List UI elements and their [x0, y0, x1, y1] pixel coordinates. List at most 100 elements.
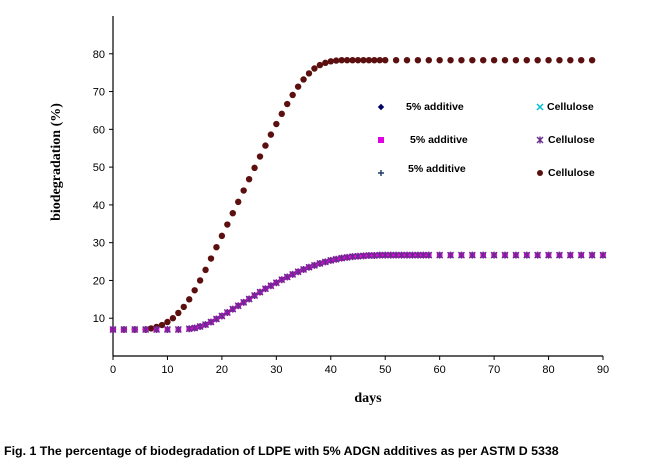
data-series — [109, 57, 607, 334]
legend-item: 5% additive — [377, 101, 464, 113]
data-point — [599, 251, 607, 259]
data-point — [387, 251, 395, 259]
data-point — [545, 57, 552, 64]
data-point — [224, 221, 231, 228]
data-point — [300, 265, 308, 273]
legend-marker-diamond — [377, 103, 385, 111]
data-point — [403, 57, 411, 64]
legend-item: 5% additive — [378, 163, 466, 176]
legend-label: Cellulose — [548, 134, 595, 146]
legend-marker-x — [536, 103, 544, 111]
legend-marker-circle — [537, 170, 543, 176]
data-point — [153, 326, 161, 334]
data-point — [305, 263, 313, 271]
y-tick-label: 20 — [93, 275, 105, 287]
data-point — [147, 325, 155, 332]
data-point — [555, 251, 563, 259]
data-point — [185, 325, 193, 333]
data-point — [490, 251, 498, 259]
data-point — [468, 251, 476, 259]
data-point — [212, 315, 220, 323]
data-point — [316, 259, 324, 267]
data-point — [332, 255, 340, 263]
data-point — [534, 251, 542, 259]
data-point — [447, 57, 454, 64]
data-point — [425, 251, 433, 259]
data-point — [354, 57, 362, 64]
data-point — [240, 298, 248, 306]
data-point — [218, 312, 226, 320]
legend-label: 5% additive — [410, 134, 468, 146]
data-point — [311, 65, 318, 72]
legend-item: 5% additive — [378, 134, 468, 146]
legend-marker-square — [378, 137, 384, 143]
data-point — [338, 57, 345, 64]
data-point — [408, 251, 416, 259]
x-axis-title: days — [354, 391, 382, 406]
y-tick-label: 70 — [93, 87, 105, 99]
data-point — [169, 315, 177, 322]
data-point — [436, 57, 443, 64]
data-point — [202, 321, 210, 329]
data-point — [300, 76, 307, 83]
data-point — [289, 91, 296, 99]
data-point — [469, 57, 476, 64]
data-point — [218, 232, 226, 240]
data-point — [191, 324, 199, 332]
data-point — [294, 83, 302, 90]
x-tick-label: 90 — [597, 364, 609, 376]
data-point — [267, 131, 275, 138]
x-tick-label: 30 — [270, 364, 282, 376]
x-tick-label: 0 — [110, 364, 116, 376]
data-point — [425, 57, 432, 64]
legend-label: 5% additive — [406, 101, 464, 113]
figure-caption: Fig. 1 The percentage of biodegradation … — [4, 444, 559, 458]
data-point — [272, 279, 280, 287]
legend-item: Cellulose — [536, 101, 594, 113]
series-0-circle — [109, 57, 596, 333]
data-point — [343, 57, 351, 64]
data-point — [256, 153, 264, 160]
data-point — [447, 251, 455, 259]
data-point — [164, 318, 171, 326]
data-point — [327, 58, 334, 65]
legend-label: Cellulose — [547, 101, 594, 113]
data-point — [523, 57, 530, 64]
x-tick-label: 70 — [488, 364, 500, 376]
data-point — [245, 176, 253, 183]
series-1-square — [110, 252, 606, 333]
data-point — [251, 164, 258, 172]
data-point — [142, 326, 150, 334]
data-point — [436, 251, 444, 259]
data-point — [316, 61, 324, 69]
data-point — [479, 251, 487, 259]
data-point — [322, 59, 329, 67]
data-point — [588, 251, 596, 259]
data-point — [186, 296, 193, 303]
data-point — [523, 251, 531, 259]
series-2-asterisk — [109, 251, 607, 334]
data-point — [261, 285, 269, 293]
data-point — [577, 251, 585, 259]
data-point — [245, 295, 253, 303]
data-point — [458, 57, 465, 64]
data-point — [278, 276, 286, 284]
y-axis-title: biodegradation (%) — [49, 103, 64, 221]
data-point — [158, 321, 166, 329]
legend-label: Cellulose — [548, 167, 595, 179]
data-point — [566, 251, 574, 259]
x-tick-label: 80 — [542, 364, 554, 376]
legend-label: 5% additive — [408, 163, 466, 175]
data-point — [262, 142, 269, 149]
data-point — [359, 252, 367, 260]
data-point — [419, 251, 427, 259]
data-point — [327, 256, 335, 264]
data-point — [234, 302, 242, 310]
data-point — [180, 303, 187, 311]
data-point — [360, 57, 367, 64]
data-point — [273, 120, 280, 128]
data-point — [414, 57, 422, 64]
legend-item: Cellulose — [536, 134, 595, 146]
data-point — [365, 57, 373, 64]
